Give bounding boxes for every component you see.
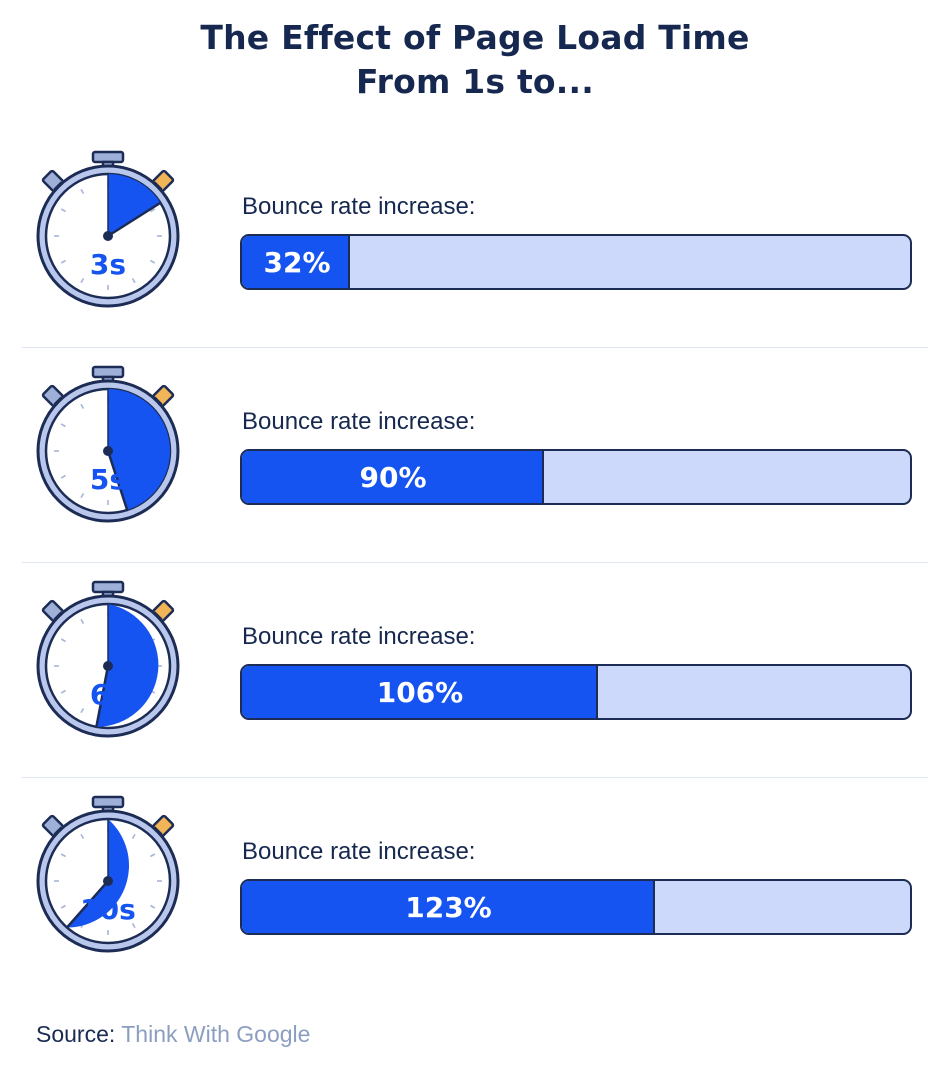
stopwatch-tick <box>60 638 66 643</box>
bar-track: 106% <box>240 664 912 720</box>
source-prefix: Source: <box>36 1021 116 1047</box>
stopwatch-elapsed-wedge <box>67 819 130 928</box>
stopwatch-time-label: 5s <box>90 463 126 496</box>
stopwatch-tick <box>60 474 66 479</box>
stopwatch-tick <box>80 618 85 624</box>
stopwatch-elapsed-wedge <box>108 389 171 510</box>
stopwatch-icon: 6s <box>36 580 180 738</box>
bar-value-label: 106% <box>376 675 464 709</box>
stopwatch-time-label: 6s <box>90 678 126 711</box>
stopwatch-tick <box>60 259 66 264</box>
stopwatch-tick <box>131 923 136 929</box>
stopwatch-crown <box>91 795 125 809</box>
stopwatch-crown <box>91 580 125 594</box>
stopwatch-tick <box>150 259 156 264</box>
row-divider <box>22 777 928 778</box>
bar-row: 10s Bounce rate increase: 123% <box>0 783 950 999</box>
chart-title: The Effect of Page Load Time From 1s to.… <box>0 16 950 104</box>
stopwatch-tick <box>150 904 156 909</box>
stopwatch-elapsed-wedge <box>96 604 159 727</box>
metric-label: Bounce rate increase: <box>242 838 476 865</box>
stopwatch-center-dot <box>103 876 113 886</box>
stopwatch-hand <box>106 449 129 512</box>
stopwatch-elapsed-wedge <box>108 174 161 236</box>
bar-fill <box>242 881 655 933</box>
stopwatch-tick <box>131 278 136 284</box>
stopwatch-crown <box>91 150 125 164</box>
stopwatch-tick <box>60 853 66 858</box>
stopwatch-icon: 3s <box>36 150 180 308</box>
bar-row: 5s Bounce rate increase: 90% <box>0 353 950 569</box>
stopwatch-tick <box>80 188 85 194</box>
chart-title-line-1: The Effect of Page Load Time <box>200 18 750 57</box>
chart-title-line-2: From 1s to... <box>356 62 594 101</box>
stopwatch-tick <box>60 423 66 428</box>
bar-value-label: 123% <box>405 890 492 924</box>
stopwatch-tick <box>150 853 156 858</box>
stopwatch-hand <box>106 201 162 238</box>
row-divider <box>22 347 928 348</box>
bar-track: 32% <box>240 234 912 290</box>
stopwatch-tick <box>131 833 136 839</box>
stopwatch-tick <box>80 833 85 839</box>
stopwatch-icon: 5s <box>36 365 180 523</box>
stopwatch-center-dot <box>103 661 113 671</box>
stopwatch-tick <box>150 208 156 213</box>
stopwatch-tick <box>60 208 66 213</box>
stopwatch-center-dot <box>103 231 113 241</box>
stopwatch-tick <box>60 689 66 694</box>
metric-label: Bounce rate increase: <box>242 623 476 650</box>
stopwatch-tick <box>80 403 85 409</box>
metric-label: Bounce rate increase: <box>242 193 476 220</box>
stopwatch-time-label: 10s <box>80 893 136 926</box>
bar-track: 123% <box>240 879 912 935</box>
stopwatch-tick <box>60 904 66 909</box>
bar-row: 3s Bounce rate increase: 32% <box>0 138 950 354</box>
source-name: Think With Google <box>121 1021 311 1047</box>
bar-row: 6s Bounce rate increase: 106% <box>0 568 950 784</box>
stopwatch-tick <box>80 493 85 499</box>
bar-track: 90% <box>240 449 912 505</box>
stopwatch-crown <box>91 365 125 379</box>
source-note: Source: Think With Google <box>36 1021 310 1048</box>
stopwatch-tick <box>80 278 85 284</box>
metric-label: Bounce rate increase: <box>242 408 476 435</box>
stopwatch-time-label: 3s <box>90 248 126 281</box>
stopwatch-tick <box>80 708 85 714</box>
bar-fill <box>242 451 544 503</box>
row-divider <box>22 562 928 563</box>
stopwatch-hand <box>95 664 110 729</box>
stopwatch-icon: 10s <box>36 795 180 953</box>
bar-fill <box>242 666 598 718</box>
bar-value-label: 90% <box>359 460 427 494</box>
bar-fill <box>242 236 350 288</box>
stopwatch-hand <box>65 879 110 929</box>
stopwatch-center-dot <box>103 446 113 456</box>
bar-value-label: 32% <box>263 245 331 279</box>
